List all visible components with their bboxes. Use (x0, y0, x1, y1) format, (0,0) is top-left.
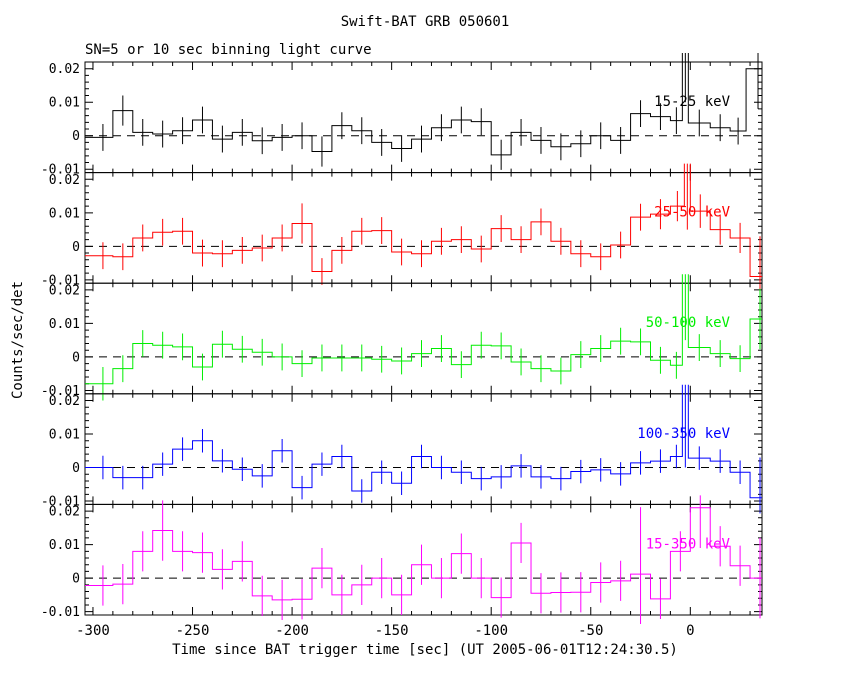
x-axis-label: Time since BAT trigger time [sec] (UT 20… (172, 642, 678, 658)
y-tick-label: 0.01 (49, 538, 80, 553)
energy-band-label: 15-25 keV (654, 94, 730, 110)
error-bars (102, 495, 761, 624)
x-tick-label: -150 (375, 623, 409, 639)
light-curve (85, 384, 762, 514)
y-tick-label: -0.01 (41, 605, 80, 620)
axis-ticks (85, 62, 762, 173)
y-axis-label: Counts/sec/det (10, 280, 26, 399)
y-tick-label: 0.01 (49, 206, 80, 221)
error-bars (102, 274, 761, 401)
energy-band-label: 25-50 keV (654, 205, 730, 221)
plot-subtitle: SN=5 or 10 sec binning light curve (85, 42, 372, 58)
x-tick-label: -100 (474, 623, 508, 639)
x-tick-label: -300 (76, 623, 110, 639)
y-tick-label: 0.01 (49, 96, 80, 111)
energy-band-label: 15-350 keV (646, 536, 731, 552)
y-tick-label: 0 (72, 129, 80, 144)
y-tick-label: 0.02 (49, 283, 80, 298)
panel-15-350-keV: -0.01 0 0.01 0.02 15-350 keV (41, 495, 763, 624)
y-tick-label: 0.01 (49, 428, 80, 443)
x-tick-label: -50 (578, 623, 603, 639)
light-curve (85, 495, 762, 624)
energy-band-label: 100-350 keV (637, 426, 730, 442)
y-tick-label: 0.01 (49, 317, 80, 332)
error-bars (102, 53, 759, 170)
x-tick-label: -250 (176, 623, 210, 639)
panel-15-25-keV: -0.01 0 0.01 0.02 15-25 keV (41, 53, 763, 178)
error-bars (102, 163, 761, 293)
step-curve (85, 384, 762, 499)
panel-box (84, 282, 763, 395)
y-tick-label: 0.02 (49, 173, 80, 188)
panel-box (84, 503, 763, 616)
panel-100-350-keV: -0.01 0 0.01 0.02 100-350 keV (41, 384, 763, 514)
error-bars (102, 384, 761, 514)
y-tick-label: 0 (72, 350, 80, 365)
y-tick-label: -0.01 (41, 273, 80, 288)
y-tick-label: 0 (72, 461, 80, 476)
y-tick-label: 0.02 (49, 505, 80, 520)
step-curve (85, 274, 762, 385)
x-tick-label: -200 (275, 623, 309, 639)
y-tick-label: 0 (72, 240, 80, 255)
step-curve (85, 163, 762, 277)
axis-ticks (85, 283, 762, 394)
y-tick-label: -0.01 (41, 163, 80, 178)
page-title: Swift-BAT GRB 050601 (340, 14, 510, 30)
y-tick-label: 0 (72, 572, 80, 587)
light-curve (85, 163, 762, 293)
y-tick-label: -0.01 (41, 495, 80, 510)
y-tick-label: -0.01 (41, 384, 80, 399)
light-curve (85, 53, 762, 170)
step-curve (85, 507, 762, 601)
y-tick-label: 0.02 (49, 62, 80, 77)
x-tick-label: 0 (686, 623, 694, 639)
y-tick-label: 0.02 (49, 394, 80, 409)
light-curve (85, 274, 762, 401)
